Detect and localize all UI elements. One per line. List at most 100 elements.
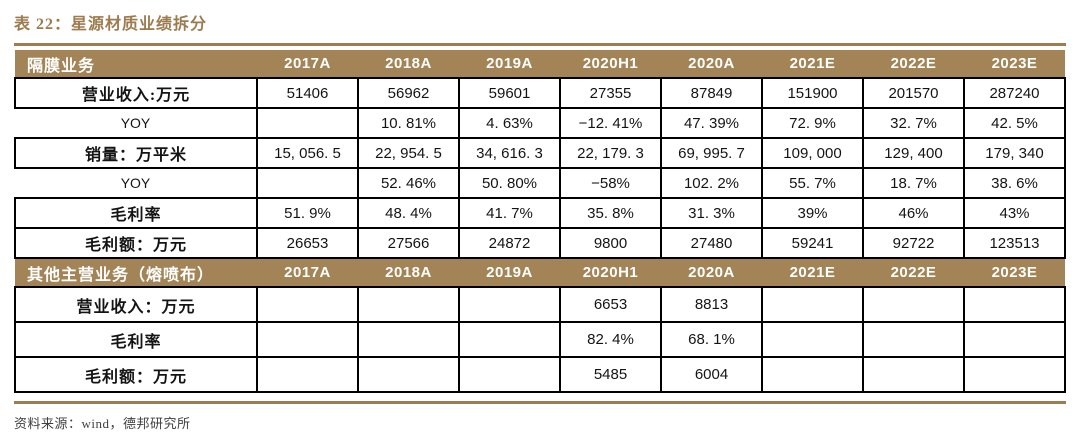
value-cell [458,321,561,358]
value-cell: 48. 4% [357,197,460,229]
year-column-header: 2019A [459,50,560,78]
value-cell [357,286,460,323]
value-cell: 87849 [660,77,763,109]
value-cell: 35. 8% [559,197,662,229]
value-cell [256,286,359,323]
value-cell: 50. 80% [458,167,561,199]
value-cell: 51406 [256,77,359,109]
value-cell: 22, 179. 3 [559,137,662,169]
table-row: 毛利率 51. 9% 48. 4% 41. 7% 35. 8% 31. 3% 39% 46% 4… [14,197,1066,229]
table-row: 销量：万平米 15, 056. 5 22, 954. 5 34, 616. 3 22, … [14,137,1066,169]
value-cell [256,107,359,139]
value-cell: 10. 81% [357,107,460,139]
value-cell: 59601 [458,77,561,109]
value-cell: 5485 [559,356,662,393]
year-column-header: 2021E [762,50,863,78]
value-cell [862,286,965,323]
year-column-header: 2017A [257,50,358,78]
value-cell: 287240 [963,77,1066,109]
value-cell: 34, 616. 3 [458,137,561,169]
year-column-header: 2020H1 [560,50,661,78]
value-cell: 52. 46% [357,167,460,199]
value-cell: 46% [862,197,965,229]
value-cell: 39% [761,197,864,229]
value-cell: 55. 7% [761,167,864,199]
year-column-header: 2023E [964,50,1065,78]
row-label: 毛利率 [14,197,258,229]
value-cell: 42. 5% [963,107,1066,139]
row-label: 营业收入：万元 [14,286,258,323]
table-row: 毛利额：万元 5485 6004 [14,356,1066,393]
row-label: YOY [15,107,258,139]
table-row: 营业收入:万元 51406 56962 59601 27355 87849 151900 20… [14,77,1066,109]
value-cell: 24872 [458,227,561,259]
value-cell [963,321,1066,358]
value-cell: 129, 400 [862,137,965,169]
value-cell: 47. 39% [660,107,763,139]
table-title: 表 22：星源材质业绩拆分 [14,16,208,33]
value-cell: 68. 1% [660,321,763,358]
value-cell: 72. 9% [761,107,864,139]
value-cell: 179, 340 [963,137,1066,169]
bottom-rule [14,401,1066,404]
report-table: 隔膜业务 2017A 2018A 2019A 2020H1 2020A 2021E 2022E… [14,50,1066,393]
value-cell: 82. 4% [559,321,662,358]
value-cell: 4. 63% [458,107,561,139]
year-column-header: 2020A [661,50,762,78]
table-row: 营业收入：万元 6653 8813 [14,286,1066,323]
value-cell: 18. 7% [862,167,965,199]
value-cell [357,356,460,393]
value-cell: 92722 [862,227,965,259]
year-column-header: 2020H1 [560,258,661,287]
value-cell [761,286,864,323]
value-cell: 41. 7% [458,197,561,229]
year-column-header: 2022E [863,50,964,78]
top-rule [14,43,1066,46]
value-cell: 27566 [357,227,460,259]
section-header-row: 隔膜业务 2017A 2018A 2019A 2020H1 2020A 2021E 2022E… [15,50,1065,78]
row-label: 销量：万平米 [14,137,258,169]
value-cell: 27355 [559,77,662,109]
row-label: 毛利率 [14,321,258,358]
section-header-row: 其他主营业务（熔喷布） 2017A 2018A 2019A 2020H1 2020A 202… [15,258,1065,287]
value-cell: 6653 [559,286,662,323]
year-column-header: 2020A [661,258,762,287]
year-column-header: 2022E [863,258,964,287]
value-cell [357,321,460,358]
year-column-header: 2018A [358,258,459,287]
value-cell: 6004 [660,356,763,393]
value-cell: 43% [963,197,1066,229]
year-column-header: 2019A [459,258,560,287]
year-column-header: 2021E [762,258,863,287]
value-cell: 8813 [660,286,763,323]
section-title: 其他主营业务（熔喷布） [15,258,257,287]
source-note: 资料来源：wind，德邦研究所 [14,416,191,431]
value-cell: 32. 7% [862,107,965,139]
report-table-figure: 表 22：星源材质业绩拆分 隔膜业务 2017A 2018A 2019A 2020H1 2… [14,16,1066,431]
value-cell: 151900 [761,77,864,109]
table-row: YOY 10. 81% 4. 63% −12. 41% 47. 39% 72. 9% 32.… [15,107,1066,139]
value-cell [256,356,359,393]
year-column-header: 2023E [964,258,1065,287]
value-cell: 38. 6% [963,167,1066,199]
value-cell: 27480 [660,227,763,259]
row-label: YOY [15,167,258,199]
value-cell: 22, 954. 5 [357,137,460,169]
value-cell [862,321,965,358]
value-cell [761,356,864,393]
value-cell: 26653 [256,227,359,259]
value-cell: 9800 [559,227,662,259]
value-cell: 59241 [761,227,864,259]
value-cell [256,321,359,358]
value-cell [862,356,965,393]
value-cell [458,286,561,323]
table-row: 毛利额：万元 26653 27566 24872 9800 27480 59241 92722… [14,227,1066,259]
row-label: 毛利额：万元 [14,356,258,393]
year-column-header: 2017A [257,258,358,287]
value-cell: −58% [559,167,662,199]
report-table-body: 隔膜业务 2017A 2018A 2019A 2020H1 2020A 2021E 2022E… [14,50,1066,393]
value-cell: 109, 000 [761,137,864,169]
value-cell [963,356,1066,393]
value-cell [256,167,359,199]
value-cell [458,356,561,393]
